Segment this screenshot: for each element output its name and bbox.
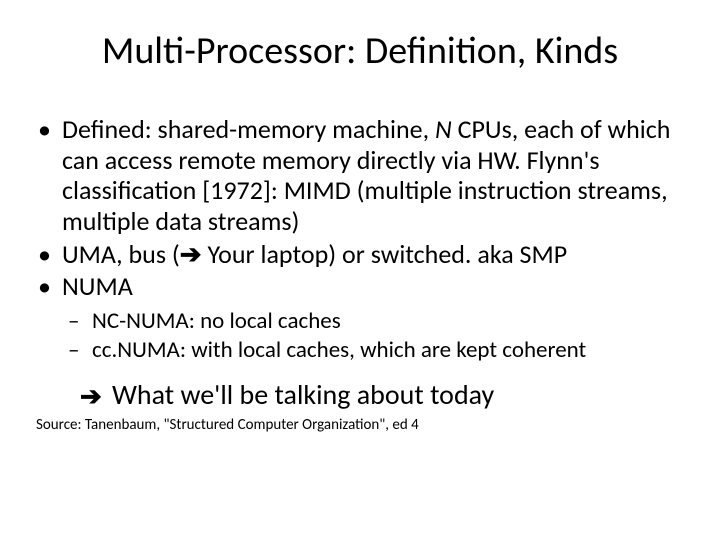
sub-bullet-cc-numa: cc.NUMA: with local caches, which are ke… [90,337,684,364]
text-defined-pre: Defined: shared-memory machine, [62,113,435,145]
sub-bullet-list: NC-NUMA: no local caches cc.NUMA: with l… [62,308,684,364]
bullet-item-defined: Defined: shared-memory machine, N CPUs, … [60,114,684,237]
arrow-icon: ➔ [180,238,202,270]
text-uma-post: Your laptop) or switched. aka SMP [202,238,568,270]
sub-bullet-nc-numa: NC-NUMA: no local caches [90,308,684,335]
slide: Multi-Processor: Definition, Kinds Defin… [0,0,720,540]
conclusion-text: What we'll be talking about today [112,377,494,412]
bullet-item-uma: UMA, bus (➔ Your laptop) or switched. ak… [60,239,684,270]
slide-body: Defined: shared-memory machine, N CPUs, … [36,114,684,435]
source-citation: Source: Tanenbaum, "Structured Computer … [36,417,684,435]
slide-title: Multi-Processor: Definition, Kinds [36,28,684,74]
text-numa: NUMA [62,270,133,302]
bullet-list: Defined: shared-memory machine, N CPUs, … [36,114,684,364]
text-defined-n: N [435,113,452,145]
arrow-icon: ➔ [80,381,102,412]
conclusion: ➔ What we'll be talking about today [36,378,684,411]
bullet-item-numa: NUMA NC-NUMA: no local caches cc.NUMA: w… [60,271,684,364]
text-uma-pre: UMA, bus ( [62,238,180,270]
